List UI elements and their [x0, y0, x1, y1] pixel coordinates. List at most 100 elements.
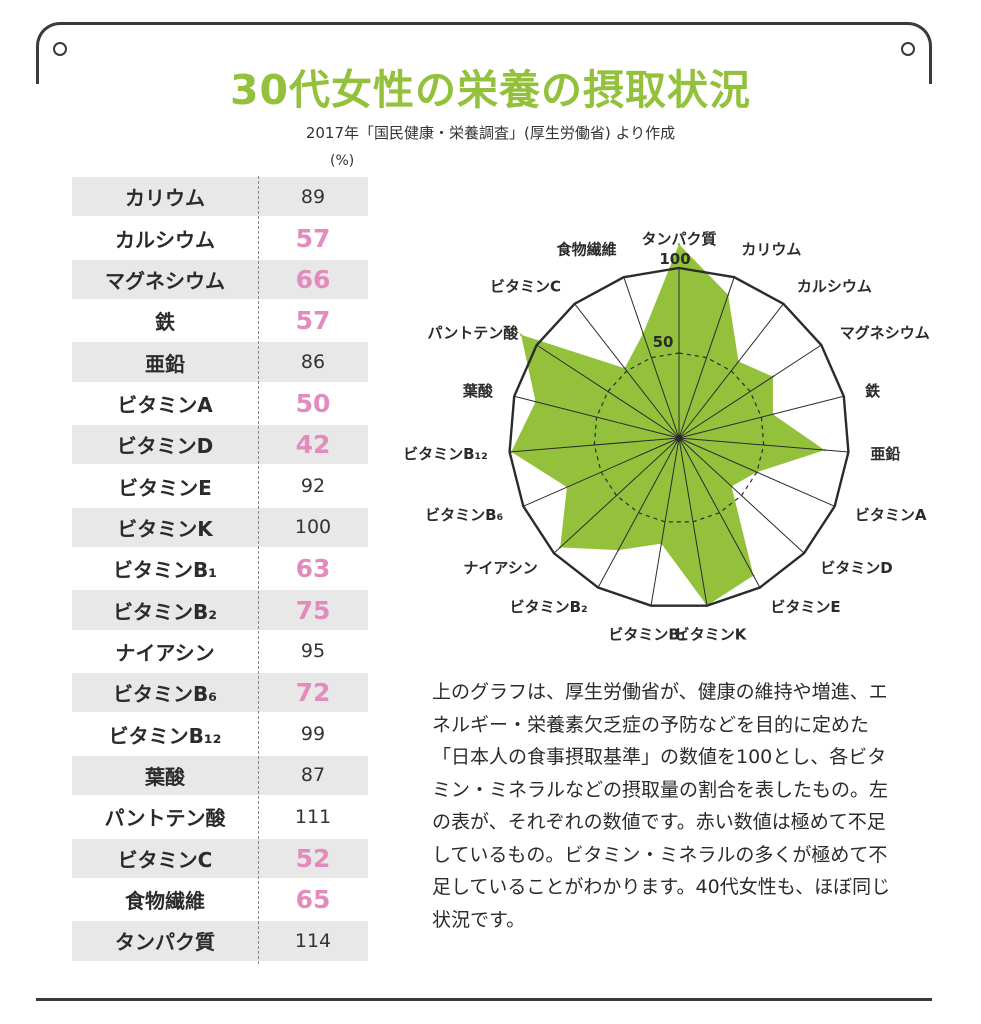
- table-row: ビタミンB₁ 63: [72, 548, 368, 589]
- table-row: ナイアシン 95: [72, 631, 368, 672]
- axis-label: ビタミンB₁₂: [403, 445, 488, 463]
- nutrient-name: ビタミンE: [118, 475, 212, 500]
- axis-label: ビタミンB₂: [510, 598, 588, 616]
- axis-label: カリウム: [741, 240, 801, 258]
- nutrient-value: 63: [295, 554, 331, 584]
- row-shade: [72, 673, 368, 713]
- punch-hole-right: [901, 42, 915, 56]
- radar-spoke: [650, 437, 680, 606]
- nutrient-name: タンパク質: [115, 930, 215, 955]
- axis-label: マグネシウム: [840, 324, 930, 342]
- axis-label: パントテン酸: [427, 324, 519, 342]
- tick-label-100: 100: [659, 250, 690, 268]
- axis-label: ビタミンE: [770, 598, 840, 616]
- table-row: 葉酸 87: [72, 755, 368, 796]
- axis-label: カルシウム: [797, 277, 872, 295]
- nutrient-name: 葉酸: [145, 764, 185, 789]
- nutrient-name: ビタミンD: [116, 434, 214, 459]
- table-divider: [258, 176, 259, 964]
- axis-label: 食物繊維: [557, 240, 617, 258]
- nutrient-name: 鉄: [155, 310, 175, 335]
- table-row: ビタミンB₂ 75: [72, 589, 368, 630]
- table-row: カリウム 89: [72, 176, 368, 217]
- radar-spoke: [678, 437, 835, 507]
- radar-point: [677, 243, 681, 246]
- nutrient-value: 114: [294, 929, 332, 952]
- nutrient-value: 86: [300, 351, 326, 374]
- table-row: 亜鉛 86: [72, 341, 368, 382]
- unit-label: (%): [330, 153, 355, 169]
- radar-spoke: [623, 277, 680, 439]
- row-shade: [72, 342, 368, 382]
- table-row: ビタミンB₆ 72: [72, 672, 368, 713]
- nutrient-value: 57: [295, 223, 331, 253]
- table-row: マグネシウム 66: [72, 259, 368, 300]
- row-shade: [72, 259, 368, 300]
- radar-series-area: [511, 244, 825, 606]
- nutrient-value: 50: [295, 388, 331, 418]
- nutrient-name: 亜鉛: [145, 351, 185, 376]
- axis-label: ビタミンD: [820, 559, 892, 577]
- axis-label: ビタミンC: [490, 277, 561, 295]
- row-shade: [72, 755, 368, 796]
- row-shade: [72, 177, 368, 217]
- nutrient-value: 66: [295, 264, 331, 294]
- axis-label: ビタミンA: [855, 506, 927, 524]
- page-title: 30代女性の栄養の摂取状況: [229, 66, 752, 114]
- top-frame: [36, 22, 932, 84]
- nutrient-name: ビタミンB₁₂: [108, 723, 222, 748]
- radar-center: [676, 435, 682, 441]
- nutrient-name: 食物繊維: [125, 889, 205, 914]
- nutrient-value: 52: [295, 843, 331, 873]
- radar-ring-100: [508, 266, 850, 607]
- nutrient-name: ビタミンK: [117, 516, 213, 541]
- nutrient-name: パントテン酸: [104, 806, 226, 831]
- nutrient-name: カルシウム: [115, 227, 215, 252]
- table-row: ビタミンD 42: [72, 424, 368, 465]
- table-row: ビタミンA 50: [72, 383, 368, 424]
- table-row: ビタミンC 52: [72, 838, 368, 879]
- nutrient-name: ビタミンA: [117, 392, 213, 417]
- row-shade: [72, 507, 368, 548]
- radar-spoke: [509, 437, 680, 453]
- table-row: 食物繊維 65: [72, 879, 368, 920]
- nutrient-name: マグネシウム: [105, 268, 225, 293]
- nutrient-value: 75: [295, 595, 331, 625]
- table-row: ビタミンE 92: [72, 465, 368, 506]
- table-row: ビタミンB₁₂ 99: [72, 713, 368, 754]
- table-row: 鉄 57: [72, 300, 368, 341]
- nutrient-value: 42: [295, 430, 331, 460]
- row-shade: [72, 921, 368, 961]
- axis-label: 亜鉛: [870, 445, 900, 463]
- source-subtitle: 2017年「国民健康・栄養調査」(厚生労働省) より作成: [305, 124, 676, 142]
- table-row: タンパク質 114: [72, 920, 368, 961]
- nutrient-value: 87: [300, 764, 326, 787]
- nutrient-name: ビタミンB₁: [112, 558, 217, 583]
- nutrient-table: カリウム 89 カルシウム 57 マグネシウム 66 鉄 57 亜鉛 86 ビタミンA 50 ビタミンD…: [72, 176, 368, 962]
- axis-label: 鉄: [865, 382, 880, 400]
- nutrient-name: ビタミンB₆: [112, 682, 217, 707]
- table-row: パントテン酸 111: [72, 796, 368, 837]
- nutrient-name: カリウム: [125, 186, 205, 211]
- axis-label: ビタミンB₆: [425, 506, 503, 524]
- radar-point: [519, 333, 523, 336]
- table-row: カルシウム 57: [72, 217, 368, 258]
- axis-label: 葉酸: [462, 382, 494, 400]
- radar-spoke: [678, 395, 844, 439]
- radar-spoke: [536, 344, 680, 439]
- nutrient-value: 72: [295, 678, 331, 708]
- nutrient-value: 100: [294, 516, 332, 539]
- axis-label: ナイアシン: [463, 559, 537, 577]
- axis-label: ビタミンK: [675, 625, 748, 643]
- radar-spoke: [678, 437, 761, 588]
- nutrient-value: 65: [295, 885, 331, 915]
- radar-spoke: [678, 303, 784, 439]
- punch-hole-left: [53, 42, 67, 56]
- radar-spoke: [553, 437, 680, 554]
- nutrient-value: 111: [294, 805, 332, 828]
- radar-ring-50: [593, 352, 765, 523]
- bottom-rule: [36, 998, 932, 1001]
- nutrient-value: 99: [300, 723, 326, 746]
- nutrient-name: ビタミンB₂: [112, 599, 217, 624]
